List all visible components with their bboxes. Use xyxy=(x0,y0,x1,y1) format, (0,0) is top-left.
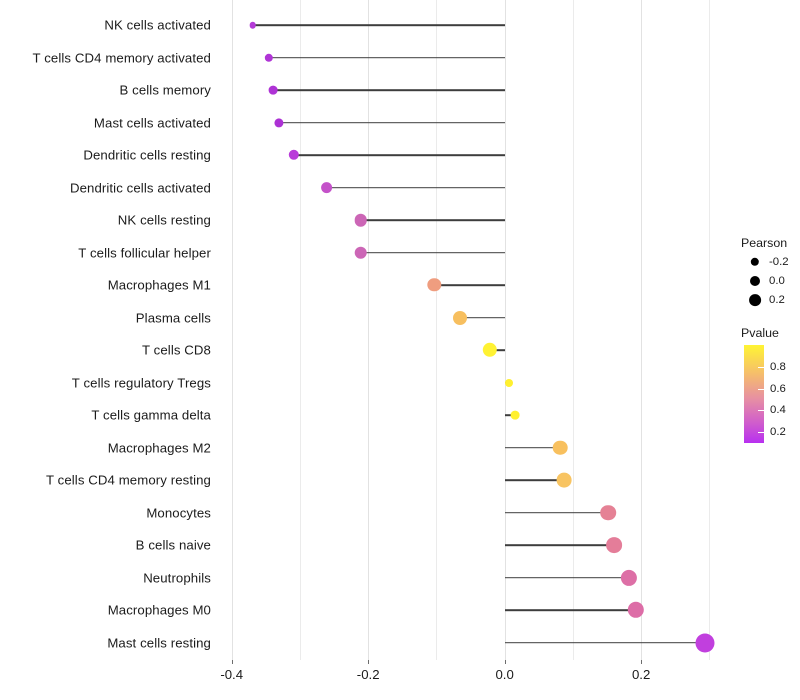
pearson-legend-label: 0.2 xyxy=(769,294,785,306)
lollipop-stem xyxy=(360,219,505,221)
lollipop-stem xyxy=(504,609,636,611)
lollipop-stem xyxy=(252,24,505,26)
x-axis-tick-mark xyxy=(368,660,370,664)
lollipop-stem xyxy=(504,414,515,416)
pearson-legend-title: Pearson xyxy=(741,236,788,250)
lollipop-stem xyxy=(504,446,560,449)
pvalue-colorbar-tick xyxy=(758,388,764,390)
y-axis-tick-label: Monocytes xyxy=(146,505,211,520)
grid-line-minor xyxy=(299,0,301,660)
x-axis-tick-label: -0.4 xyxy=(220,667,244,682)
x-axis-tick-mark xyxy=(231,660,233,664)
lollipop-stem xyxy=(268,56,505,59)
lollipop-stem xyxy=(326,186,505,189)
plot-panel xyxy=(219,0,725,660)
lollipop-point[interactable] xyxy=(552,440,568,455)
pvalue-colorbar-label: 0.4 xyxy=(770,404,786,417)
pvalue-colorbar-label: 0.6 xyxy=(770,382,786,395)
lollipop-point[interactable] xyxy=(249,21,257,29)
lollipop-point[interactable] xyxy=(453,310,468,325)
y-axis-tick-label: Dendritic cells activated xyxy=(69,180,211,195)
y-axis-tick-label: Neutrophils xyxy=(143,570,211,585)
y-axis-tick-label: B cells memory xyxy=(119,82,211,98)
lollipop-stem xyxy=(278,121,505,124)
grid-line-major xyxy=(504,0,506,660)
lollipop-stem xyxy=(504,511,609,514)
y-axis-tick-label: T cells CD4 memory resting xyxy=(45,472,211,488)
y-axis-tick-label: T cells gamma delta xyxy=(91,407,211,423)
lollipop-point[interactable] xyxy=(288,149,299,161)
x-axis: -0.4 -0.2 0.0 0.2 xyxy=(219,660,725,700)
lollipop-point[interactable] xyxy=(268,85,278,95)
lollipop-stem xyxy=(489,349,505,351)
lollipop-point[interactable] xyxy=(620,569,637,586)
lollipop-point[interactable] xyxy=(505,378,514,387)
y-axis-tick-label: Macrophages M0 xyxy=(107,602,211,618)
pvalue-colorbar-tick xyxy=(758,366,764,368)
pvalue-colorbar-tick xyxy=(758,432,764,434)
y-axis-tick-label: Dendritic cells resting xyxy=(83,147,211,163)
pvalue-colorbar-label: 0.2 xyxy=(770,426,786,439)
pvalue-colorbar-tick xyxy=(758,410,764,412)
lollipop-stem xyxy=(293,154,505,156)
lollipop-stem xyxy=(434,284,505,286)
y-axis-tick-label: T cells regulatory Tregs xyxy=(71,375,211,390)
lollipop-point[interactable] xyxy=(627,601,644,619)
lollipop-point[interactable] xyxy=(600,504,617,521)
grid-line-minor xyxy=(709,0,711,660)
lollipop-point[interactable] xyxy=(354,213,367,227)
lollipop-point[interactable] xyxy=(510,410,520,420)
pvalue-colorbar-label: 0.8 xyxy=(770,360,786,373)
lollipop-stem xyxy=(504,544,614,546)
legend-area: Pearson -0.2 0.0 0.2 Pvalue 0.8 0.6 0.4 0.2 xyxy=(735,230,800,450)
y-axis-tick-label: NK cells resting xyxy=(117,212,211,228)
y-axis-tick-label: Plasma cells xyxy=(135,310,211,325)
grid-line-minor xyxy=(436,0,438,660)
pearson-legend-dot xyxy=(750,276,760,286)
pearson-legend-dot xyxy=(750,257,760,267)
lollipop-point[interactable] xyxy=(605,537,622,553)
lollipop-point[interactable] xyxy=(274,117,284,128)
pearson-legend-dot xyxy=(749,294,761,306)
x-axis-tick-label: 0.0 xyxy=(495,667,514,682)
lollipop-stem xyxy=(273,89,505,91)
pvalue-colorbar xyxy=(744,345,764,443)
pvalue-legend-title: Pvalue xyxy=(741,326,779,340)
y-axis-tick-label: B cells naive xyxy=(135,537,211,553)
lollipop-stem xyxy=(504,576,629,579)
lollipop-point[interactable] xyxy=(482,342,497,358)
lollipop-stem xyxy=(360,251,505,254)
y-axis-tick-label: Mast cells activated xyxy=(93,115,211,130)
lollipop-point[interactable] xyxy=(427,278,442,292)
y-axis-tick-label: T cells CD4 memory activated xyxy=(32,50,211,65)
y-axis-tick-label: T cells CD8 xyxy=(141,342,211,358)
lollipop-stem xyxy=(504,479,564,481)
x-axis-tick-label: -0.2 xyxy=(356,667,380,682)
y-axis-tick-label: NK cells activated xyxy=(104,17,211,33)
y-axis-labels: NK cells activated T cells CD4 memory act… xyxy=(0,0,219,700)
lollipop-point[interactable] xyxy=(354,246,367,259)
y-axis-tick-label: T cells follicular helper xyxy=(78,245,211,260)
lollipop-point[interactable] xyxy=(264,53,273,62)
lollipop-point[interactable] xyxy=(556,472,572,488)
grid-line-major xyxy=(231,0,233,660)
grid-line-major xyxy=(641,0,643,660)
lollipop-stem xyxy=(504,641,705,644)
pearson-legend-label: -0.2 xyxy=(769,256,789,268)
grid-line-minor xyxy=(572,0,574,660)
pearson-legend-label: 0.0 xyxy=(769,275,785,287)
y-axis-tick-label: Mast cells resting xyxy=(107,635,211,650)
y-axis-tick-label: Macrophages M2 xyxy=(107,440,211,455)
grid-line-major xyxy=(368,0,370,660)
x-axis-tick-mark xyxy=(504,660,506,664)
x-axis-tick-mark xyxy=(641,660,643,664)
lollipop-point[interactable] xyxy=(320,181,333,194)
lollipop-stem xyxy=(460,316,505,319)
x-axis-tick-label: 0.2 xyxy=(631,667,651,682)
y-axis-tick-label: Macrophages M1 xyxy=(107,277,211,293)
lollipop-point[interactable] xyxy=(695,633,715,652)
